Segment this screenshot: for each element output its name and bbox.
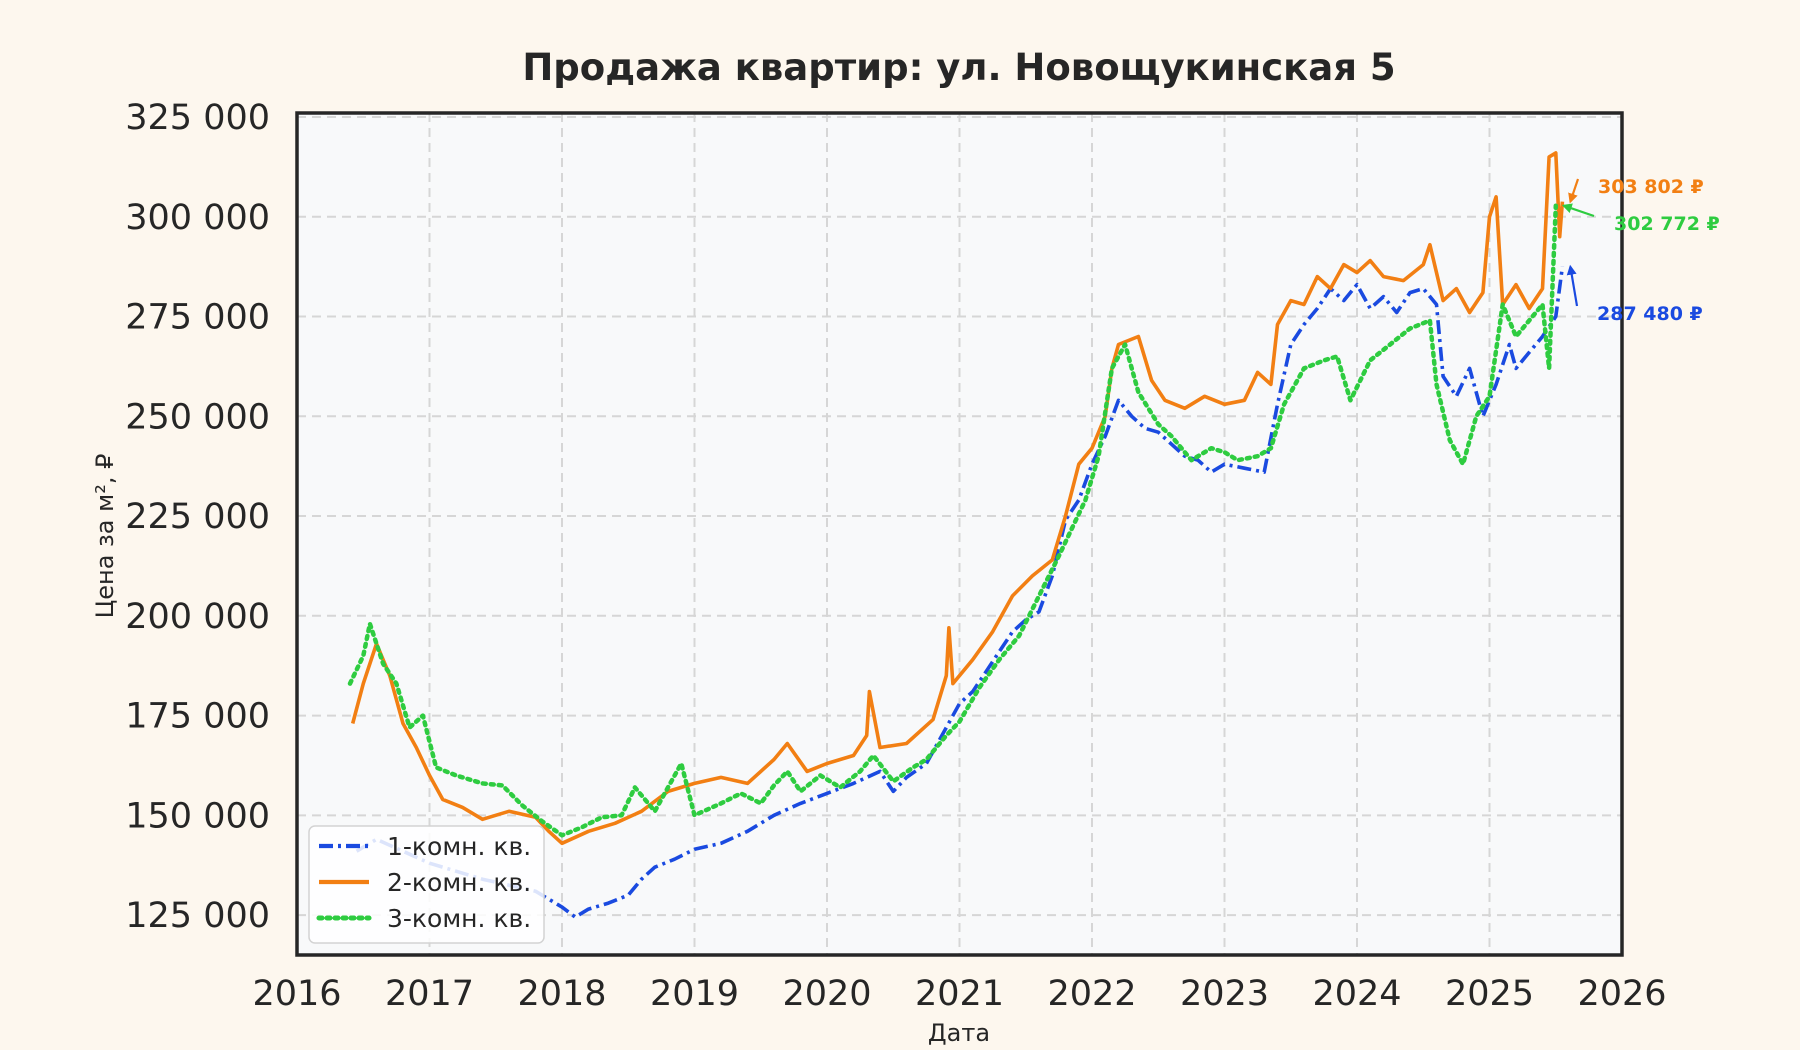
- series-lines: [347, 151, 1565, 919]
- legend-label: 2-комн. кв.: [387, 868, 531, 897]
- x-tick-label: 2025: [1445, 974, 1534, 1014]
- plot-frame: [295, 111, 1624, 957]
- series-line: [347, 203, 1559, 838]
- x-tick-label: 2018: [517, 974, 606, 1014]
- last-value-label: 303 802 ₽: [1598, 176, 1704, 198]
- last-value-annotations: 303 802 ₽ 302 772 ₽ 287 480 ₽: [1561, 176, 1720, 325]
- y-tick-label: 325 000: [125, 98, 270, 138]
- x-axis-label: Дата: [928, 1019, 990, 1047]
- y-tick-label: 175 000: [125, 697, 270, 737]
- chart-title: Продажа квартир: ул. Новощукинская 5: [522, 46, 1395, 89]
- y-tick-label: 225 000: [125, 497, 270, 537]
- annotation-arrow: [1561, 203, 1595, 218]
- x-tick-label: 2021: [915, 974, 1004, 1014]
- axis-ticks: 2016 2017 2018 2019 2020 2021 2022 2023 2024 2025…: [125, 98, 1666, 1014]
- x-tick-label: 2019: [650, 974, 739, 1014]
- legend-label: 1-комн. кв.: [387, 832, 531, 861]
- y-tick-label: 250 000: [125, 397, 270, 437]
- series-line: [355, 266, 1565, 919]
- y-tick-label: 275 000: [125, 298, 270, 338]
- grid-lines: [297, 113, 1622, 955]
- legend-label: 3-комн. кв.: [387, 904, 531, 933]
- x-tick-label: 2024: [1312, 974, 1401, 1014]
- last-value-label: 302 772 ₽: [1614, 213, 1720, 235]
- y-tick-label: 150 000: [125, 796, 270, 836]
- y-tick-label: 200 000: [125, 597, 270, 637]
- x-tick-label: 2026: [1577, 974, 1666, 1014]
- y-tick-label: 300 000: [125, 198, 270, 238]
- y-axis-label: Цена за м², ₽: [91, 454, 119, 619]
- x-tick-label: 2023: [1180, 974, 1269, 1014]
- annotation-arrow: [1568, 178, 1580, 204]
- series-line: [350, 151, 1565, 846]
- x-tick-label: 2016: [252, 974, 341, 1014]
- annotation-arrow: [1566, 264, 1579, 307]
- y-tick-label: 125 000: [125, 896, 270, 936]
- x-tick-label: 2017: [385, 974, 474, 1014]
- x-tick-label: 2020: [782, 974, 871, 1014]
- legend: 1-комн. кв. 2-комн. кв. 3-комн. кв.: [308, 825, 545, 944]
- x-tick-label: 2022: [1047, 974, 1136, 1014]
- last-value-label: 287 480 ₽: [1597, 303, 1703, 325]
- legend-box: [308, 825, 545, 944]
